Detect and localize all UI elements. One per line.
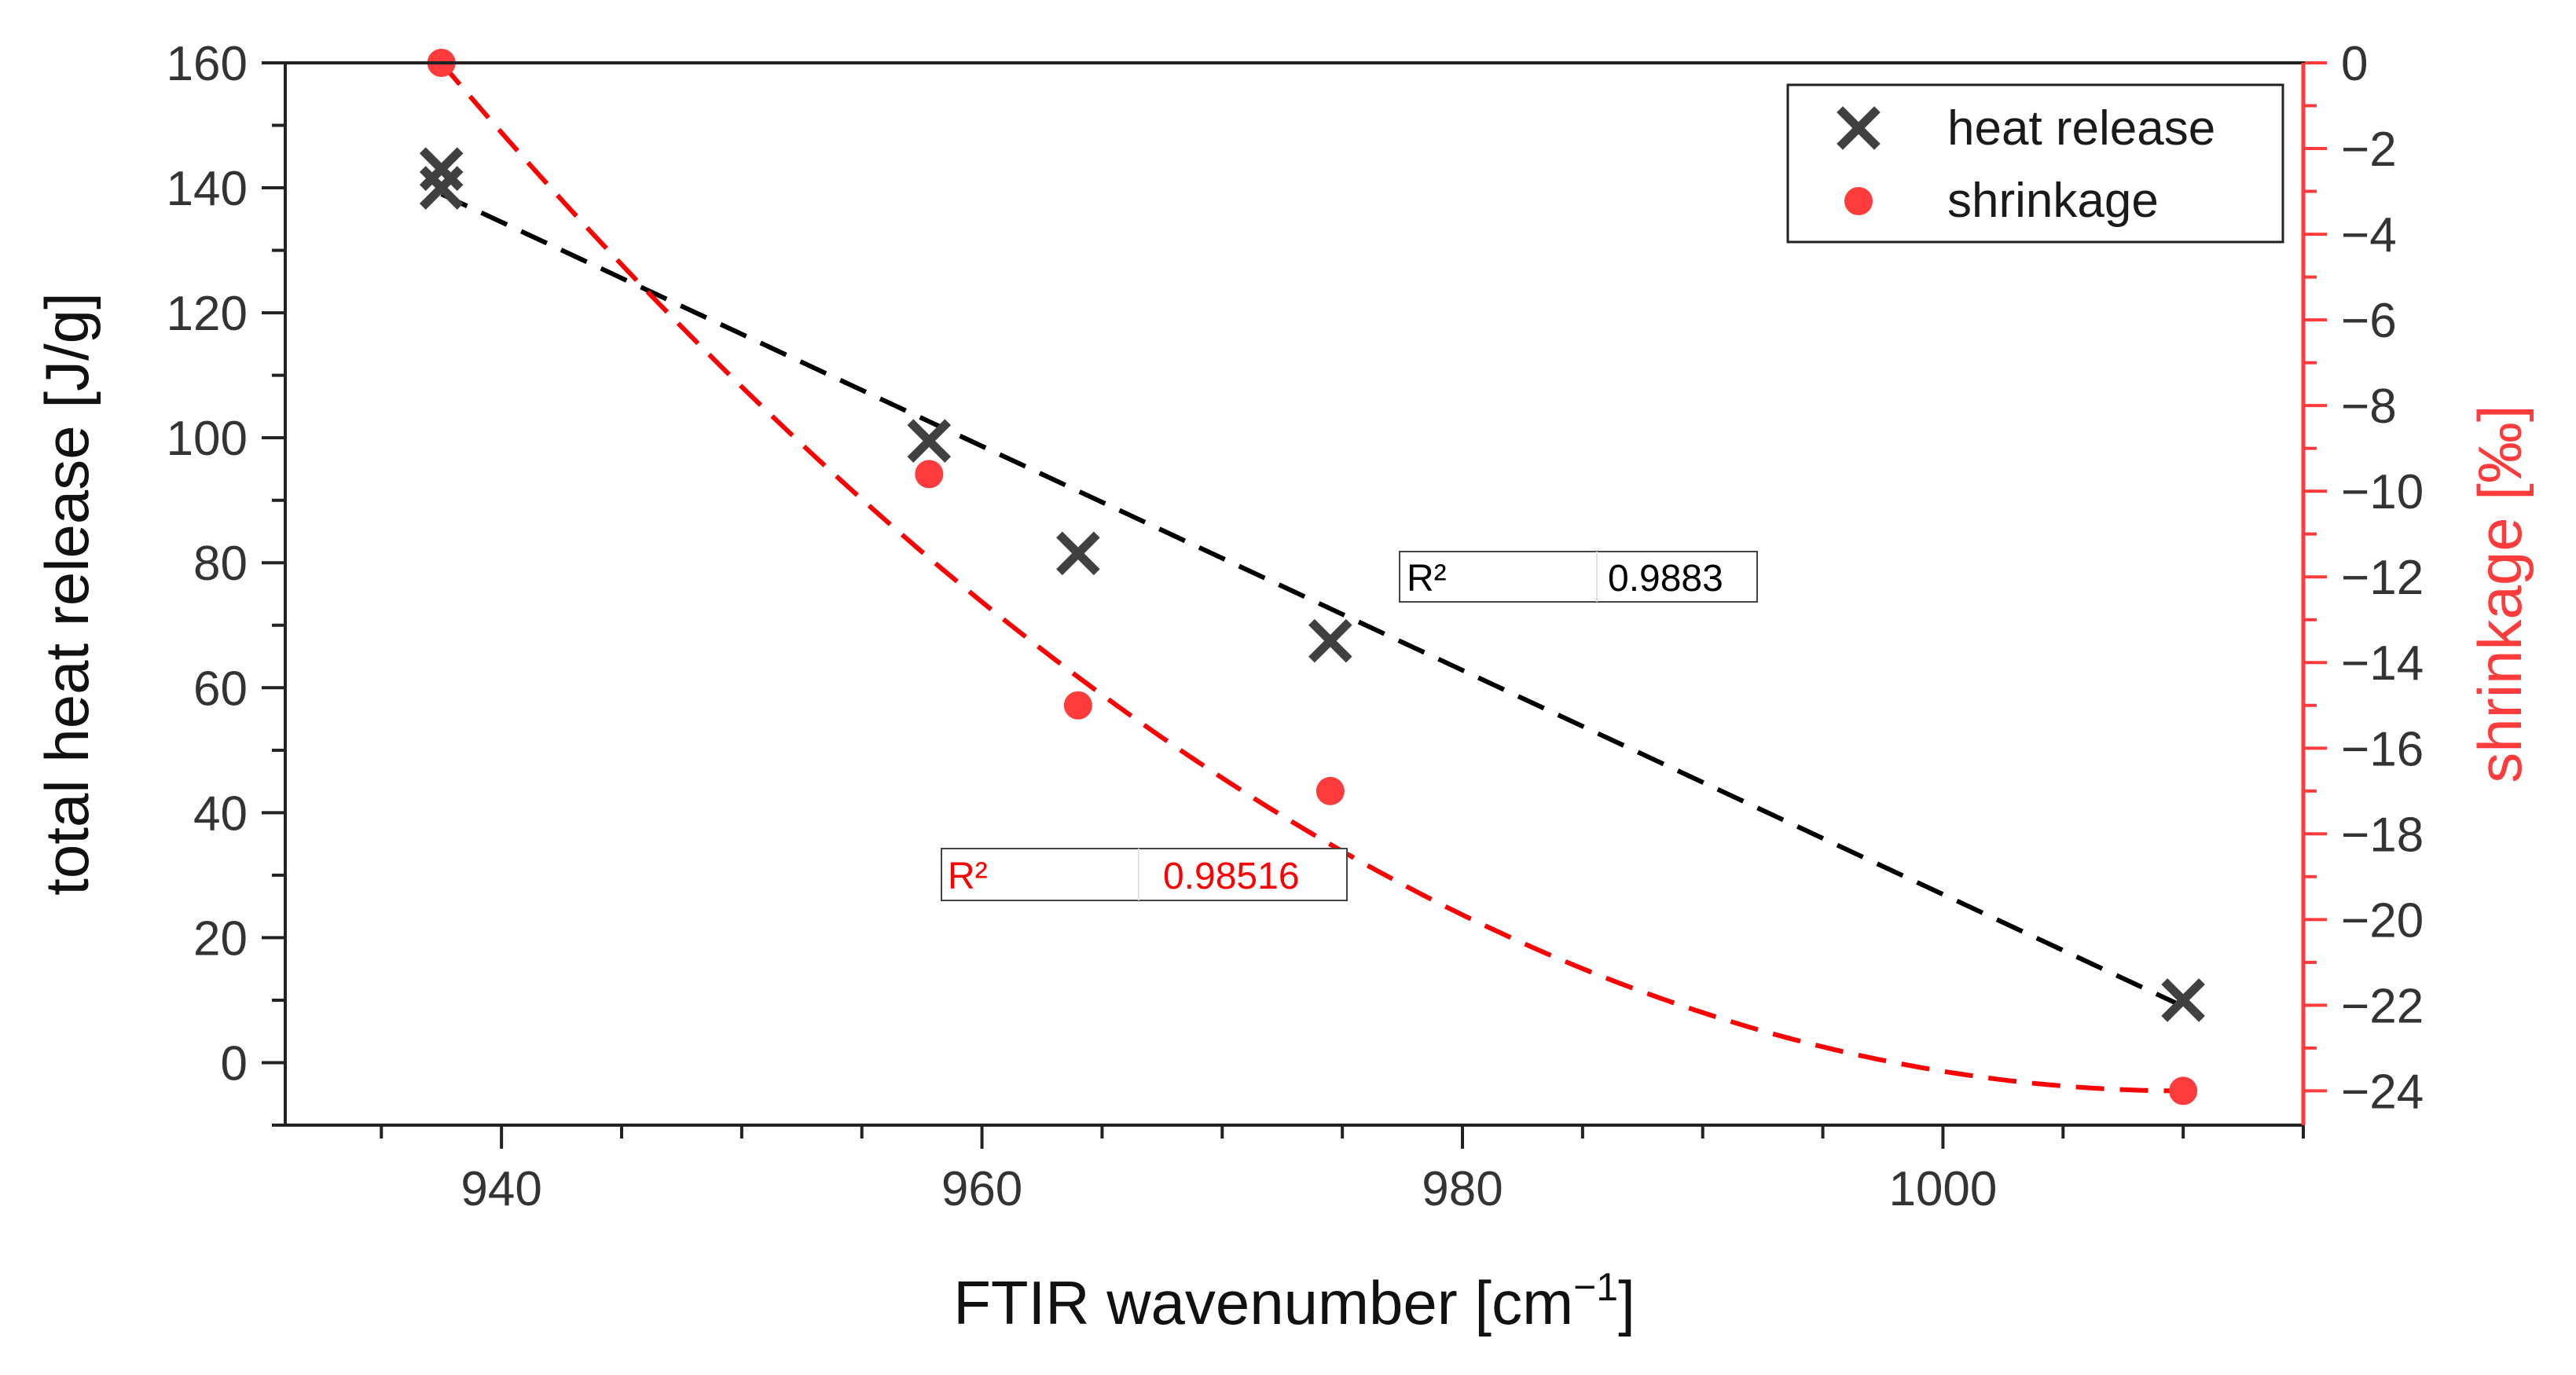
heat-release-point	[1308, 618, 1352, 663]
y-left-tick-label: 20	[193, 911, 248, 966]
y-right-tick-label: −8	[2341, 380, 2397, 434]
y-right-tick-label: −10	[2341, 465, 2424, 519]
r2-shrink-value: 0.98516	[1163, 856, 1300, 897]
x-tick-label: 960	[941, 1162, 1022, 1216]
legend-cross-marker	[1837, 106, 1881, 150]
y-right-tick-label: −16	[2341, 722, 2424, 776]
shrinkage-point	[1316, 776, 1345, 805]
x-axis-title-sup: −1	[1573, 1265, 1618, 1309]
heat-release-point	[1056, 531, 1100, 576]
x-axis-title-main: FTIR wavenumber [cm	[953, 1268, 1573, 1337]
legend-circle-marker	[1844, 187, 1873, 215]
heat-release-point	[907, 419, 952, 463]
y-right-tick-label: 0	[2341, 37, 2368, 91]
y-right-axis-title: shrinkage [‰]	[2465, 405, 2534, 783]
y-left-tick-label: 140	[167, 162, 248, 216]
y-left-tick-label: 160	[167, 37, 248, 91]
y-left-tick-label: 100	[167, 412, 248, 466]
r2-box-heat-frame	[1399, 551, 1758, 603]
shrinkage-point	[2169, 1076, 2198, 1106]
legend-shrink-label: shrinkage	[1947, 174, 2159, 228]
x-tick-label: 980	[1422, 1162, 1503, 1216]
heat-release-point	[419, 166, 464, 210]
x-tick-label: 940	[461, 1162, 541, 1216]
shrinkage-point	[1063, 691, 1092, 720]
y-right-tick-label: −18	[2341, 808, 2424, 862]
fit-lines	[439, 61, 2185, 1094]
data-points	[419, 49, 2205, 1106]
r2-heat-value: 0.9883	[1608, 558, 1723, 600]
legend: heat release shrinkage	[1786, 83, 2284, 244]
y-left-axis-title: total heat release [J/g]	[32, 292, 101, 895]
y-right-tick-label: −2	[2341, 123, 2397, 177]
heat-release-fit-line	[440, 192, 2185, 1009]
legend-shrink-marker	[1844, 187, 1873, 215]
y-left-tick-label: 40	[193, 786, 248, 841]
y-left-tick-label: 120	[167, 287, 248, 341]
heat-release-point	[2161, 978, 2205, 1022]
shrinkage-fit-curve	[439, 61, 2184, 1094]
x-axis-title-end: ]	[1618, 1268, 1635, 1337]
r2-box-heat: R² 0.9883	[1399, 551, 1758, 603]
y-right-tick-label: −4	[2341, 208, 2397, 262]
r2-box-shrink: R² 0.98516	[941, 848, 1348, 901]
legend-heat-marker	[1837, 106, 1881, 150]
x-axis-title: FTIR wavenumber [cm−1]	[953, 1265, 1635, 1337]
r2-box-shrink-frame	[941, 848, 1348, 901]
y-right-tick-label: −12	[2341, 551, 2424, 605]
y-right-tick-label: −20	[2341, 893, 2424, 948]
axis-ticks: 940 960 980 1000 0 20 40 60 80 100 120 140 160 0 −2 −4 −…	[167, 37, 2424, 1216]
y-left-tick-label: 0	[221, 1036, 248, 1091]
y-left-tick-label: 60	[193, 662, 248, 716]
y-right-tick-label: −22	[2341, 979, 2424, 1033]
shrinkage-point	[915, 460, 944, 489]
x-tick-label: 1000	[1888, 1162, 1997, 1216]
y-right-tick-label: −14	[2341, 636, 2424, 691]
r2-shrink-label: R²	[948, 856, 988, 897]
y-right-tick-label: −6	[2341, 294, 2397, 348]
r2-heat-label: R²	[1407, 558, 1447, 600]
y-left-tick-label: 80	[193, 537, 248, 591]
y-right-tick-label: −24	[2341, 1065, 2424, 1119]
legend-heat-label: heat release	[1947, 101, 2215, 156]
